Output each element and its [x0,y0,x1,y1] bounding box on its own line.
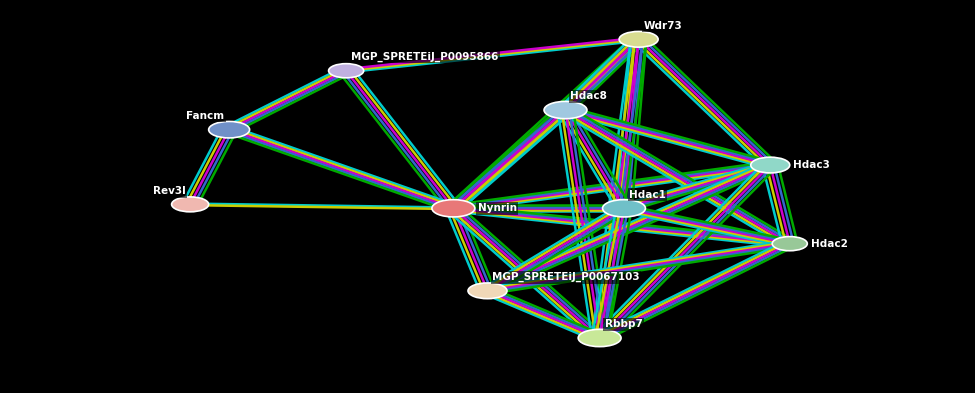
Circle shape [468,283,507,299]
Circle shape [578,329,621,347]
Text: Rbbp7: Rbbp7 [604,320,643,329]
Text: Hdac2: Hdac2 [811,239,848,249]
Text: Hdac1: Hdac1 [629,190,666,200]
Text: MGP_SPRETEiJ_P0095866: MGP_SPRETEiJ_P0095866 [351,52,498,62]
Text: Nynrin: Nynrin [478,203,517,213]
Circle shape [544,101,587,119]
Circle shape [329,64,364,78]
Text: Hdac3: Hdac3 [793,160,830,170]
Circle shape [603,200,645,217]
Text: Fancm: Fancm [186,111,224,121]
Text: Wdr73: Wdr73 [644,21,682,31]
Text: MGP_SPRETEiJ_P0067103: MGP_SPRETEiJ_P0067103 [492,272,640,282]
Circle shape [619,31,658,47]
Circle shape [432,200,475,217]
Circle shape [209,121,250,138]
Text: Hdac8: Hdac8 [570,92,607,101]
Text: Rev3l: Rev3l [152,187,185,196]
Circle shape [172,197,209,212]
Circle shape [751,157,790,173]
Circle shape [772,237,807,251]
